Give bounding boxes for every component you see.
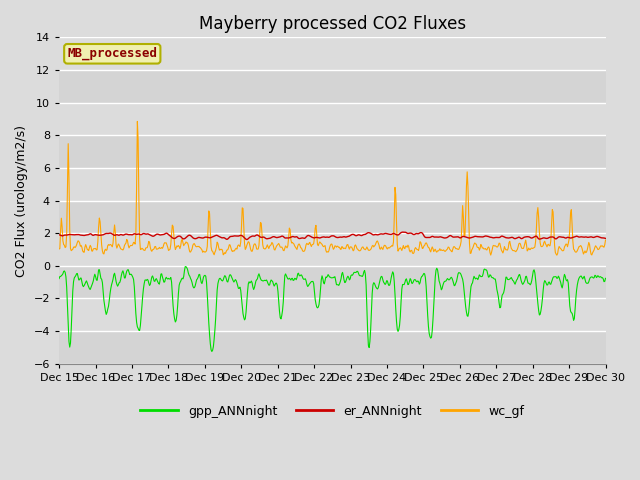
wc_gf	[177, 238, 185, 243]
er_ANNnight	[55, 232, 63, 238]
Bar	[59, 135, 605, 168]
wc_gf	[134, 119, 141, 124]
wc_gf	[122, 241, 129, 247]
Line: wc_gf: wc_gf	[59, 121, 605, 255]
wc_gf	[553, 252, 561, 258]
gpp_ANNnight	[181, 264, 189, 269]
wc_gf	[399, 243, 407, 249]
er_ANNnight	[177, 234, 184, 240]
wc_gf	[65, 175, 73, 181]
er_ANNnight	[243, 237, 251, 242]
gpp_ANNnight	[400, 282, 408, 288]
er_ANNnight	[205, 235, 213, 240]
gpp_ANNnight	[65, 339, 73, 345]
Bar	[59, 201, 605, 233]
gpp_ANNnight	[55, 276, 63, 281]
Bar	[59, 70, 605, 103]
gpp_ANNnight	[602, 276, 609, 281]
Legend: gpp_ANNnight, er_ANNnight, wc_gf: gpp_ANNnight, er_ANNnight, wc_gf	[135, 400, 529, 423]
wc_gf	[207, 229, 214, 235]
gpp_ANNnight	[208, 348, 216, 354]
wc_gf	[415, 244, 423, 250]
Title: Mayberry processed CO2 Fluxes: Mayberry processed CO2 Fluxes	[199, 15, 466, 33]
Y-axis label: CO2 Flux (urology/m2/s): CO2 Flux (urology/m2/s)	[15, 124, 28, 276]
Bar	[59, 331, 605, 364]
wc_gf	[602, 237, 609, 243]
er_ANNnight	[602, 236, 609, 241]
Line: gpp_ANNnight: gpp_ANNnight	[59, 266, 605, 351]
er_ANNnight	[400, 229, 408, 235]
gpp_ANNnight	[207, 341, 214, 347]
Text: MB_processed: MB_processed	[67, 47, 157, 60]
er_ANNnight	[65, 232, 73, 238]
Bar	[59, 266, 605, 299]
er_ANNnight	[399, 229, 406, 235]
gpp_ANNnight	[177, 278, 184, 284]
gpp_ANNnight	[122, 275, 129, 281]
gpp_ANNnight	[416, 280, 424, 286]
er_ANNnight	[416, 230, 424, 236]
Line: er_ANNnight: er_ANNnight	[59, 232, 605, 240]
er_ANNnight	[122, 231, 129, 237]
wc_gf	[55, 246, 63, 252]
